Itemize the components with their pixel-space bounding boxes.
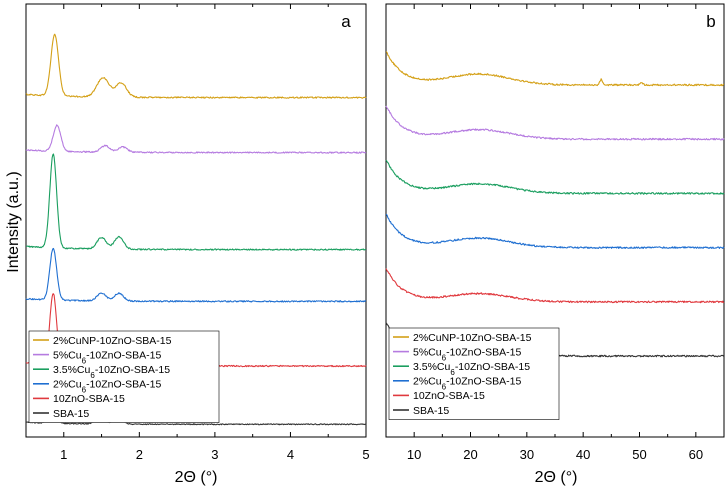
panel-b-x-axis-title: 2Θ (°) (535, 469, 578, 486)
legend-label-2%CuNP-10ZnO-SBA-15: 2%CuNP-10ZnO-SBA-15 (53, 335, 172, 347)
legend-label-5%Cu6-10ZnO-SBA-15: 5%Cu6-10ZnO-SBA-15 (53, 349, 162, 365)
series-line-3.5%Cu6-10ZnO-SBA-15 (385, 159, 725, 195)
legend-label-3.5%Cu6-10ZnO-SBA-15: 3.5%Cu6-10ZnO-SBA-15 (53, 364, 170, 380)
x-tick-label: 2 (136, 447, 143, 462)
series-line-2%Cu6-10ZnO-SBA-15 (385, 213, 725, 249)
series-line-5%Cu6-10ZnO-SBA-15 (25, 124, 367, 154)
x-tick-label: 4 (287, 447, 294, 462)
x-tick-label: 1 (60, 447, 67, 462)
legend-box (388, 327, 560, 420)
legend-label-2%CuNP-10ZnO-SBA-15: 2%CuNP-10ZnO-SBA-15 (413, 332, 532, 344)
series-line-2%CuNP-10ZnO-SBA-15 (25, 33, 367, 99)
legend-label-2%Cu6-10ZnO-SBA-15: 2%Cu6-10ZnO-SBA-15 (413, 376, 522, 392)
legend-label-SBA-15: SBA-15 (53, 408, 89, 420)
legend-box (28, 330, 220, 423)
x-tick-label: 3 (211, 447, 218, 462)
legend-label-3.5%Cu6-10ZnO-SBA-15: 3.5%Cu6-10ZnO-SBA-15 (413, 361, 530, 377)
panel-a-x-axis-title: 2Θ (°) (175, 469, 218, 486)
panel-a-letter: a (341, 12, 351, 31)
x-tick-label: 10 (407, 447, 421, 462)
series-line-2%Cu6-10ZnO-SBA-15 (25, 247, 367, 303)
series-line-2%CuNP-10ZnO-SBA-15 (385, 51, 725, 87)
legend-label-10ZnO-SBA-15: 10ZnO-SBA-15 (413, 390, 485, 402)
legend-label-10ZnO-SBA-15: 10ZnO-SBA-15 (53, 393, 125, 405)
legend-label-2%Cu6-10ZnO-SBA-15: 2%Cu6-10ZnO-SBA-15 (53, 379, 162, 395)
x-tick-label: 50 (632, 447, 646, 462)
series-line-3.5%Cu6-10ZnO-SBA-15 (26, 153, 366, 251)
x-tick-label: 5 (362, 447, 369, 462)
x-tick-label: 40 (576, 447, 590, 462)
x-tick-label: 30 (520, 447, 534, 462)
legend-label-SBA-15: SBA-15 (413, 405, 449, 417)
series-line-SBA-15 (25, 393, 367, 426)
x-tick-label: 20 (463, 447, 477, 462)
panel-a: a 2Θ (°) 1 2 3 4 5 2%CuNP-10ZnO-SBA-15 5%Cu6-1… (25, 3, 370, 486)
panel-b-letter: b (706, 12, 715, 31)
series-line-5%Cu6-10ZnO-SBA-15 (385, 105, 725, 141)
legend-label-5%Cu6-10ZnO-SBA-15: 5%Cu6-10ZnO-SBA-15 (413, 346, 522, 362)
x-tick-label: 60 (689, 447, 703, 462)
series-line-10ZnO-SBA-15 (385, 268, 725, 304)
panel-frame (25, 3, 367, 438)
y-axis-title: Intensity (a.u.) (5, 171, 22, 272)
panel-b: b 2Θ (°) 10 20 30 40 50 60 2%CuNP-10ZnO-SBA-15… (385, 3, 725, 486)
